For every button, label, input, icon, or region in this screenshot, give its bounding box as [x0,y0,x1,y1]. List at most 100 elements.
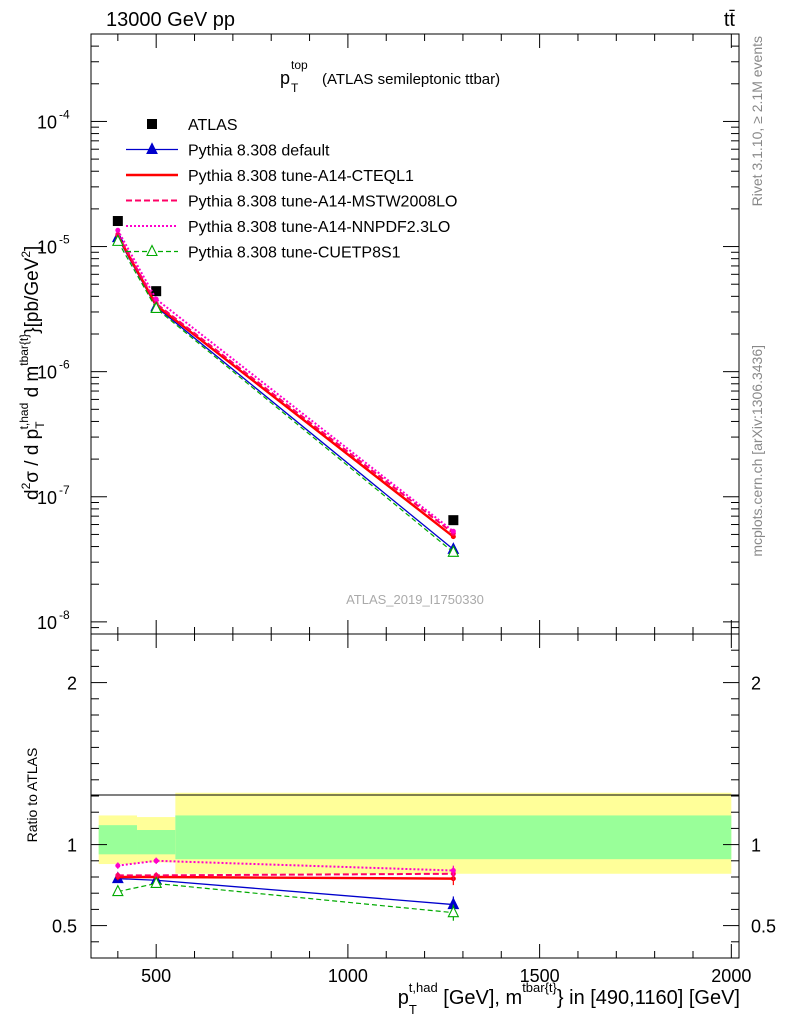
main-series-data [112,216,459,526]
main-y-tick-exponent: -4 [59,107,70,121]
ratio-y-tick-label: 2 [67,674,77,694]
legend-marker-cuetp [146,244,158,257]
legend-item-default: Pythia 8.308 default [126,142,330,160]
x-tick-label: 1000 [328,966,368,986]
ratio-line-nnpdf [117,859,454,872]
main-series-mstw [115,231,456,536]
legend-item-data: ATLAS [147,117,238,134]
legend-label-default: Pythia 8.308 default [188,143,330,160]
ratio-point-nnpdf [115,863,121,869]
ratio-y-tick-label-right: 2 [751,674,761,694]
xlabel-p-sub: T [409,1002,417,1017]
ratio-y-axis-label: Ratio to ATLAS [24,748,40,843]
main-line-cuetp [117,241,454,553]
ratio-y-tick-label-right: 1 [751,836,761,856]
main-point-nnpdf [450,528,456,534]
ylabel-d: d [22,489,43,500]
xlabel-m-sup: tbar{t} [522,980,557,995]
side-label-mcplots: mcplots.cern.ch [arXiv:1306.3436] [749,345,765,557]
legend-item-nnpdf: Pythia 8.308 tune-A14-NNPDF2.3LO [126,219,450,236]
main-series-default [111,230,460,554]
ratio-y-tick-label: 0.5 [52,917,77,937]
ylabel-m-sup: tbar{t} [17,334,31,366]
main-point-data [448,515,459,526]
main-point-data [112,216,123,227]
legend-marker-default [146,142,158,155]
main-point-nnpdf [153,296,159,302]
ratio-band-inner-0 [98,825,138,855]
xlabel-rest: } in [490,1160] [GeV] [557,987,740,1009]
ratio-panel: 500 1000 1500 2000 0.5 0.5 1 1 2 2 [52,633,776,986]
ratio-point-cuetp [111,884,124,897]
plot-title-sub: T [291,81,299,95]
legend-marker-data [147,119,157,129]
ylabel-sup2: 2 [19,482,33,489]
analysis-watermark: ATLAS_2019_I1750330 [346,592,484,607]
header-energy: 13000 GeV pp [106,9,235,31]
ylabel-sigma: σ / d p [22,429,43,483]
ylabel-rest: }[pb/GeV [22,257,43,333]
main-series [111,216,460,557]
ratio-band-inner-1 [137,830,176,855]
main-point-nnpdf [115,227,121,233]
svg-text:pTt,had [GeV], mtbar{t}} in [4: pTt,had [GeV], mtbar{t}} in [490,1160] [… [398,980,740,1017]
xlabel-mid: [GeV], m [438,987,522,1009]
legend-label-cuetp: Pythia 8.308 tune-CUETP8S1 [188,245,401,262]
ratio-series [111,857,460,921]
plot-title-rest: (ATLAS semileptonic ttbar) [322,71,500,88]
x-tick-label: 500 [141,966,171,986]
main-y-tick-exponent: -8 [59,608,70,622]
main-point-cuetp [111,234,124,246]
main-line-nnpdf [116,229,454,533]
ratio-point-nnpdf [153,858,159,864]
main-line-default [117,237,454,550]
main-y-tick-label: 10 [37,238,57,258]
plot-title: p top T (ATLAS semileptonic ttbar) [280,58,500,95]
ratio-y-tick-label-right: 0.5 [751,917,776,937]
legend-label-mstw: Pythia 8.308 tune-A14-MSTW2008LO [188,194,457,211]
main-y-tick-exponent: -7 [59,483,70,497]
ratio-point-cuetp [447,905,460,918]
main-y-tick-label: 10 [37,613,57,633]
legend-label-cteql1: Pythia 8.308 tune-A14-CTEQL1 [188,168,414,185]
xlabel-p: p [398,987,409,1009]
ylabel-rest-sup: 2 [19,251,33,258]
main-series-cteql1 [115,233,456,540]
xlabel-p-sup: t,had [409,980,438,995]
ratio-line-cuetp [117,882,454,914]
main-y-axis-label: d2σ / d pTt,had d mtbar{t}}[pb/GeV2] [17,246,47,500]
main-panel: 10-810-710-610-510-4 [37,33,740,635]
ratio-series-nnpdf [115,857,456,876]
ylabel-end: ] [22,246,43,251]
x-tick-label: 2000 [711,966,751,986]
main-y-tick-label: 10 [37,488,57,508]
main-line-mstw [116,233,454,535]
ratio-bands [98,792,732,874]
ratio-y-tick-label: 1 [67,836,77,856]
main-point-data [151,286,162,297]
ylabel-mid: d m [22,366,43,403]
ratio-point-mstw [115,872,121,878]
main-y-tick-label: 10 [37,363,57,383]
ratio-axis-ticks: 500 1000 1500 2000 0.5 0.5 1 1 2 2 [52,634,776,986]
side-label-rivet: Rivet 3.1.10, ≥ 2.1M events [749,36,765,206]
ratio-point-nnpdf [450,868,456,874]
ylabel-p-sup: t,had [17,403,31,430]
ylabel-p-sub: T [33,421,47,429]
x-tick-label: 1500 [520,966,560,986]
header-process: tt̄ [724,9,736,31]
ratio-point-mstw [153,872,159,878]
ratio-band-inner-2 [175,815,732,860]
ratio-line-default [117,877,454,906]
main-line-cteql1 [116,235,455,538]
plot-title-sup: top [291,58,308,72]
main-series-cuetp [111,234,460,557]
legend-label-data: ATLAS [188,117,238,134]
main-y-tick-label: 10 [37,112,57,132]
legend-item-cteql1: Pythia 8.308 tune-A14-CTEQL1 [126,168,414,185]
main-series-nnpdf [115,227,456,534]
ratio-line-cteql1 [117,875,454,880]
ratio-line-mstw [117,872,454,877]
ratio-point-cuetp [150,876,163,889]
